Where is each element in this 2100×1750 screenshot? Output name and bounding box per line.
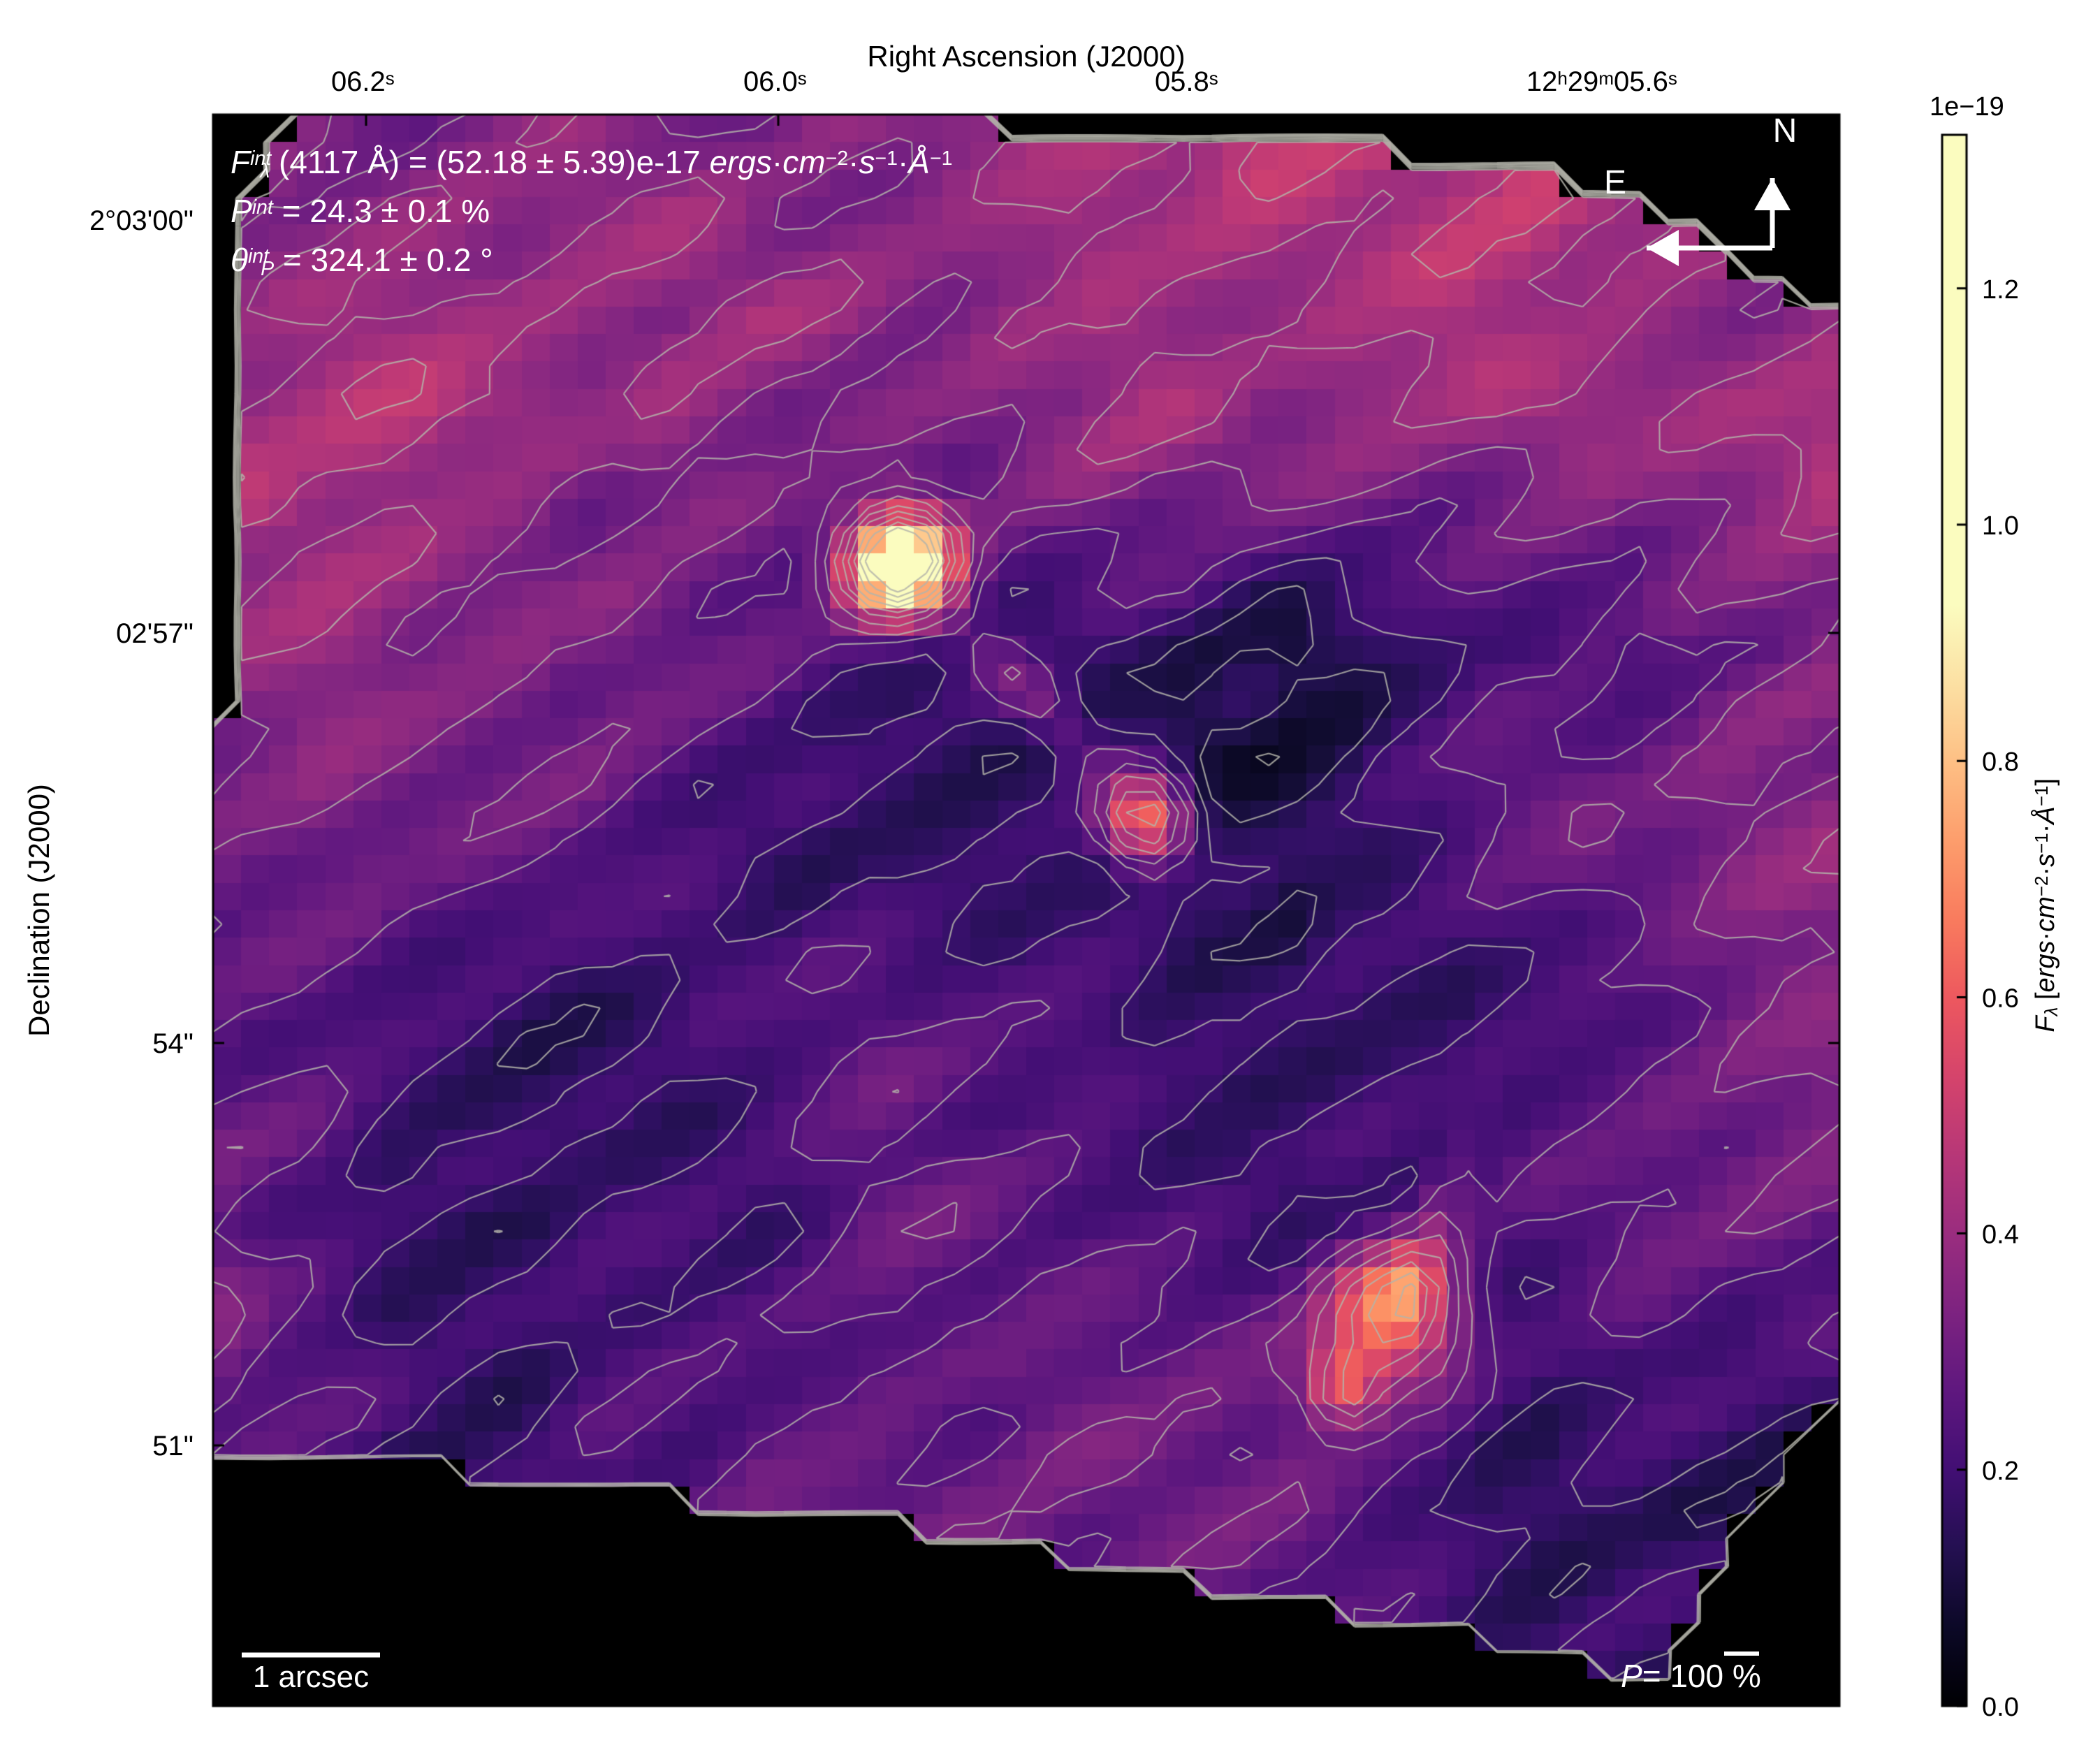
svg-text:2°03'00": 2°03'00" (89, 205, 194, 236)
svg-text:Declination (J2000): Declination (J2000) (22, 784, 55, 1037)
svg-text:0.8: 0.8 (1982, 748, 2019, 777)
svg-text:1.2: 1.2 (1982, 275, 2019, 305)
svg-text:P= 100 %: P= 100 % (1621, 1658, 1761, 1694)
svg-text:Right Ascension (J2000): Right Ascension (J2000) (867, 40, 1185, 73)
svg-text:0.0: 0.0 (1982, 1693, 2019, 1722)
svg-text:Pint = 24.3 ± 0.1 %: Pint = 24.3 ± 0.1 % (231, 193, 490, 229)
svg-text:1e−19: 1e−19 (1930, 92, 2004, 122)
svg-text:12h29m05.6s: 12h29m05.6s (1526, 66, 1677, 97)
svg-text:N: N (1773, 112, 1798, 150)
svg-text:51": 51" (152, 1431, 194, 1461)
svg-text:0.2: 0.2 (1982, 1457, 2019, 1486)
svg-text:54": 54" (152, 1028, 194, 1059)
svg-text:06.2s: 06.2s (331, 66, 395, 97)
svg-text:1 arcsec: 1 arcsec (253, 1660, 369, 1694)
svg-text:05.8s: 05.8s (1155, 66, 1218, 97)
svg-text:06.0s: 06.0s (743, 66, 807, 97)
svg-text:02'57": 02'57" (116, 618, 194, 649)
svg-text:Fλ [ergs·cm−2·s−1·Å−1]: Fλ [ergs·cm−2·s−1·Å−1] (2029, 778, 2062, 1033)
svg-text:E: E (1604, 164, 1626, 201)
svg-text:0.6: 0.6 (1982, 984, 2019, 1013)
svg-text:1.0: 1.0 (1982, 511, 2019, 541)
svg-text:0.4: 0.4 (1982, 1220, 2019, 1250)
